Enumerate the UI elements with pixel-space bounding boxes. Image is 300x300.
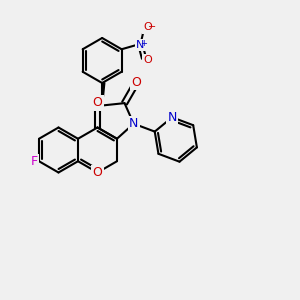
Text: F: F [31,155,38,168]
Text: O: O [92,166,102,179]
Text: −: − [148,22,156,32]
Text: N: N [129,117,138,130]
Text: O: O [143,55,152,65]
Text: +: + [140,39,147,48]
Text: O: O [92,96,102,109]
Text: O: O [132,76,142,89]
Text: N: N [167,111,177,124]
Text: O: O [143,22,152,32]
Text: N: N [136,40,145,50]
